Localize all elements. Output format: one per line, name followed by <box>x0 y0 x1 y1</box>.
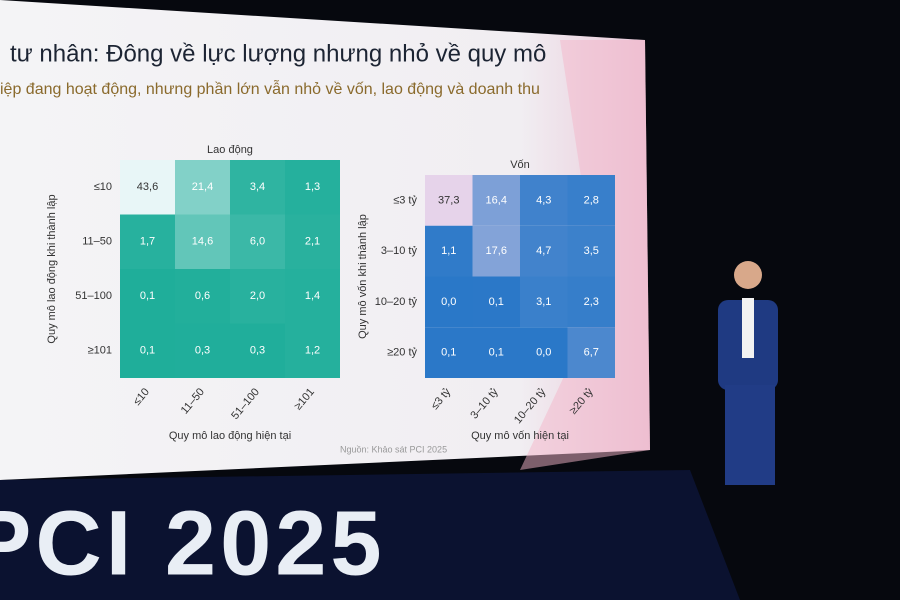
cell-label: 37,3 <box>438 194 459 206</box>
cell-label: 1,4 <box>305 290 320 302</box>
presenter <box>718 261 778 485</box>
heatmap-cell <box>285 214 340 269</box>
y-axis-label: Quy mô lao động khi thành lập <box>46 194 58 343</box>
heatmap-cell <box>472 225 520 277</box>
heatmap-cell <box>175 323 230 378</box>
slide-decoration <box>520 40 650 470</box>
stage-logo: PCI 2025 <box>0 492 386 594</box>
y-tick-label: 10–20 tỷ <box>375 296 418 308</box>
slide-title: tư nhân: Đông về lực lượng nhưng nhỏ về … <box>10 40 546 67</box>
source: Nguồn: Khảo sát PCI 2025 <box>340 444 447 454</box>
cell-label: 0,1 <box>489 347 504 359</box>
y-tick-label: 51–100 <box>75 290 112 302</box>
cell-label: 0,1 <box>140 290 155 302</box>
cell-label: 14,6 <box>192 236 213 248</box>
cell-label: 0,1 <box>441 347 456 359</box>
cell-label: 1,7 <box>140 236 155 248</box>
heatmap-cell <box>425 175 473 226</box>
heatmap-cell <box>175 214 230 269</box>
y-tick-label: ≥20 tỷ <box>387 347 417 359</box>
cell-label: 6,7 <box>584 347 599 359</box>
heatmap-cell <box>472 327 520 378</box>
heatmap-cell <box>120 269 175 324</box>
cell-label: 21,4 <box>192 181 213 193</box>
cell-label: 2,1 <box>305 236 320 248</box>
cell-label: 0,3 <box>195 345 210 357</box>
heatmap-cell <box>120 323 175 378</box>
cell-label: 3,1 <box>536 296 551 308</box>
x-axis-label: Quy mô lao động hiện tại <box>169 430 291 442</box>
cell-label: 2,0 <box>250 290 265 302</box>
heatmap-cell <box>120 214 175 269</box>
heatmap-cell <box>472 276 520 328</box>
cell-label: 1,2 <box>305 345 320 357</box>
heatmap-cell <box>230 323 285 378</box>
heatmap-cell <box>285 323 340 378</box>
heatmap-cell <box>120 160 175 215</box>
heatmap-cell <box>520 327 568 378</box>
cell-label: 4,3 <box>536 194 551 206</box>
heatmap-cell <box>285 269 340 324</box>
cell-label: 2,8 <box>584 194 599 206</box>
cell-label: 43,6 <box>137 181 158 193</box>
chart-title: Vốn <box>510 159 530 171</box>
cell-label: 3,4 <box>250 181 265 193</box>
heatmap-cell <box>520 276 568 328</box>
heatmap-cell <box>230 269 285 324</box>
cell-label: 0,1 <box>489 296 504 308</box>
cell-label: 1,1 <box>441 245 456 257</box>
cell-label: 2,3 <box>584 296 599 308</box>
heatmap-cell <box>175 160 230 215</box>
stage <box>0 470 740 600</box>
cell-label: 4,7 <box>536 245 551 257</box>
cell-label: 17,6 <box>486 245 507 257</box>
cell-label: 6,0 <box>250 236 265 248</box>
slide-subtitle: iệp đang hoạt động, nhưng phần lớn vẫn n… <box>0 79 540 98</box>
heatmap-cell <box>567 225 615 277</box>
heatmap-cell <box>472 175 520 226</box>
x-axis-label: Quy mô vốn hiện tại <box>471 430 569 442</box>
heatmap-cell <box>520 225 568 277</box>
y-tick-label: 3–10 tỷ <box>381 245 418 257</box>
cell-label: 0,1 <box>140 345 155 357</box>
heatmap-cell <box>567 276 615 328</box>
cell-label: 0,0 <box>441 296 456 308</box>
cell-label: 0,6 <box>195 290 210 302</box>
cell-label: 16,4 <box>486 194 507 206</box>
y-tick-label: ≥101 <box>88 345 112 357</box>
heatmap-cell <box>230 160 285 215</box>
heatmap-cell <box>425 327 473 378</box>
y-tick-label: ≤10 <box>94 181 112 193</box>
y-tick-label: ≤3 tỷ <box>393 194 417 206</box>
cell-label: 1,3 <box>305 181 320 193</box>
heatmap-cell <box>567 327 615 378</box>
heatmap-cell <box>175 269 230 324</box>
chart-title: Lao động <box>207 144 253 156</box>
cell-label: 3,5 <box>584 245 599 257</box>
y-axis-label: Quy mô vốn khi thành lập <box>357 214 369 339</box>
cell-label: 0,0 <box>536 347 551 359</box>
heatmap-cell <box>520 175 568 226</box>
heatmap-cell <box>425 225 473 277</box>
y-tick-label: 11–50 <box>82 236 112 248</box>
heatmap-cell <box>425 276 473 328</box>
heatmap-cell <box>230 214 285 269</box>
heatmap-cell <box>567 175 615 226</box>
cell-label: 0,3 <box>250 345 265 357</box>
heatmap-cell <box>285 160 340 215</box>
